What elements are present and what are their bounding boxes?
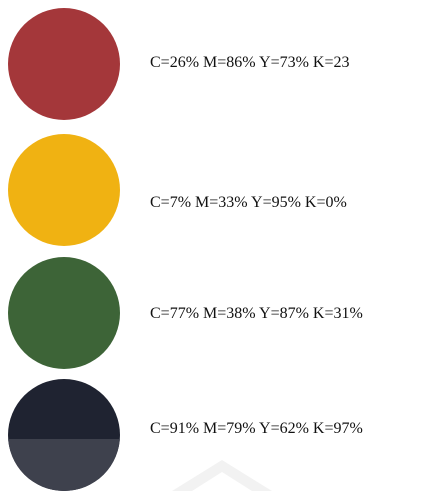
cmyk-label-yellow: C=7% M=33% Y=95% K=0% [150,194,347,211]
color-swatch-black-lower-band [8,439,120,491]
color-swatch-yellow [8,134,120,246]
cmyk-label-green: C=77% M=38% Y=87% K=31% [150,305,363,322]
cmyk-label-black: C=91% M=79% Y=62% K=97% [150,420,363,437]
color-swatch-green [8,257,120,369]
watermark-triangle-inner [192,472,252,491]
color-swatch-black [8,379,120,491]
cmyk-label-red: C=26% M=86% Y=73% K=23 [150,54,350,71]
color-swatch-red [8,8,120,120]
watermark-graphic [172,460,272,491]
